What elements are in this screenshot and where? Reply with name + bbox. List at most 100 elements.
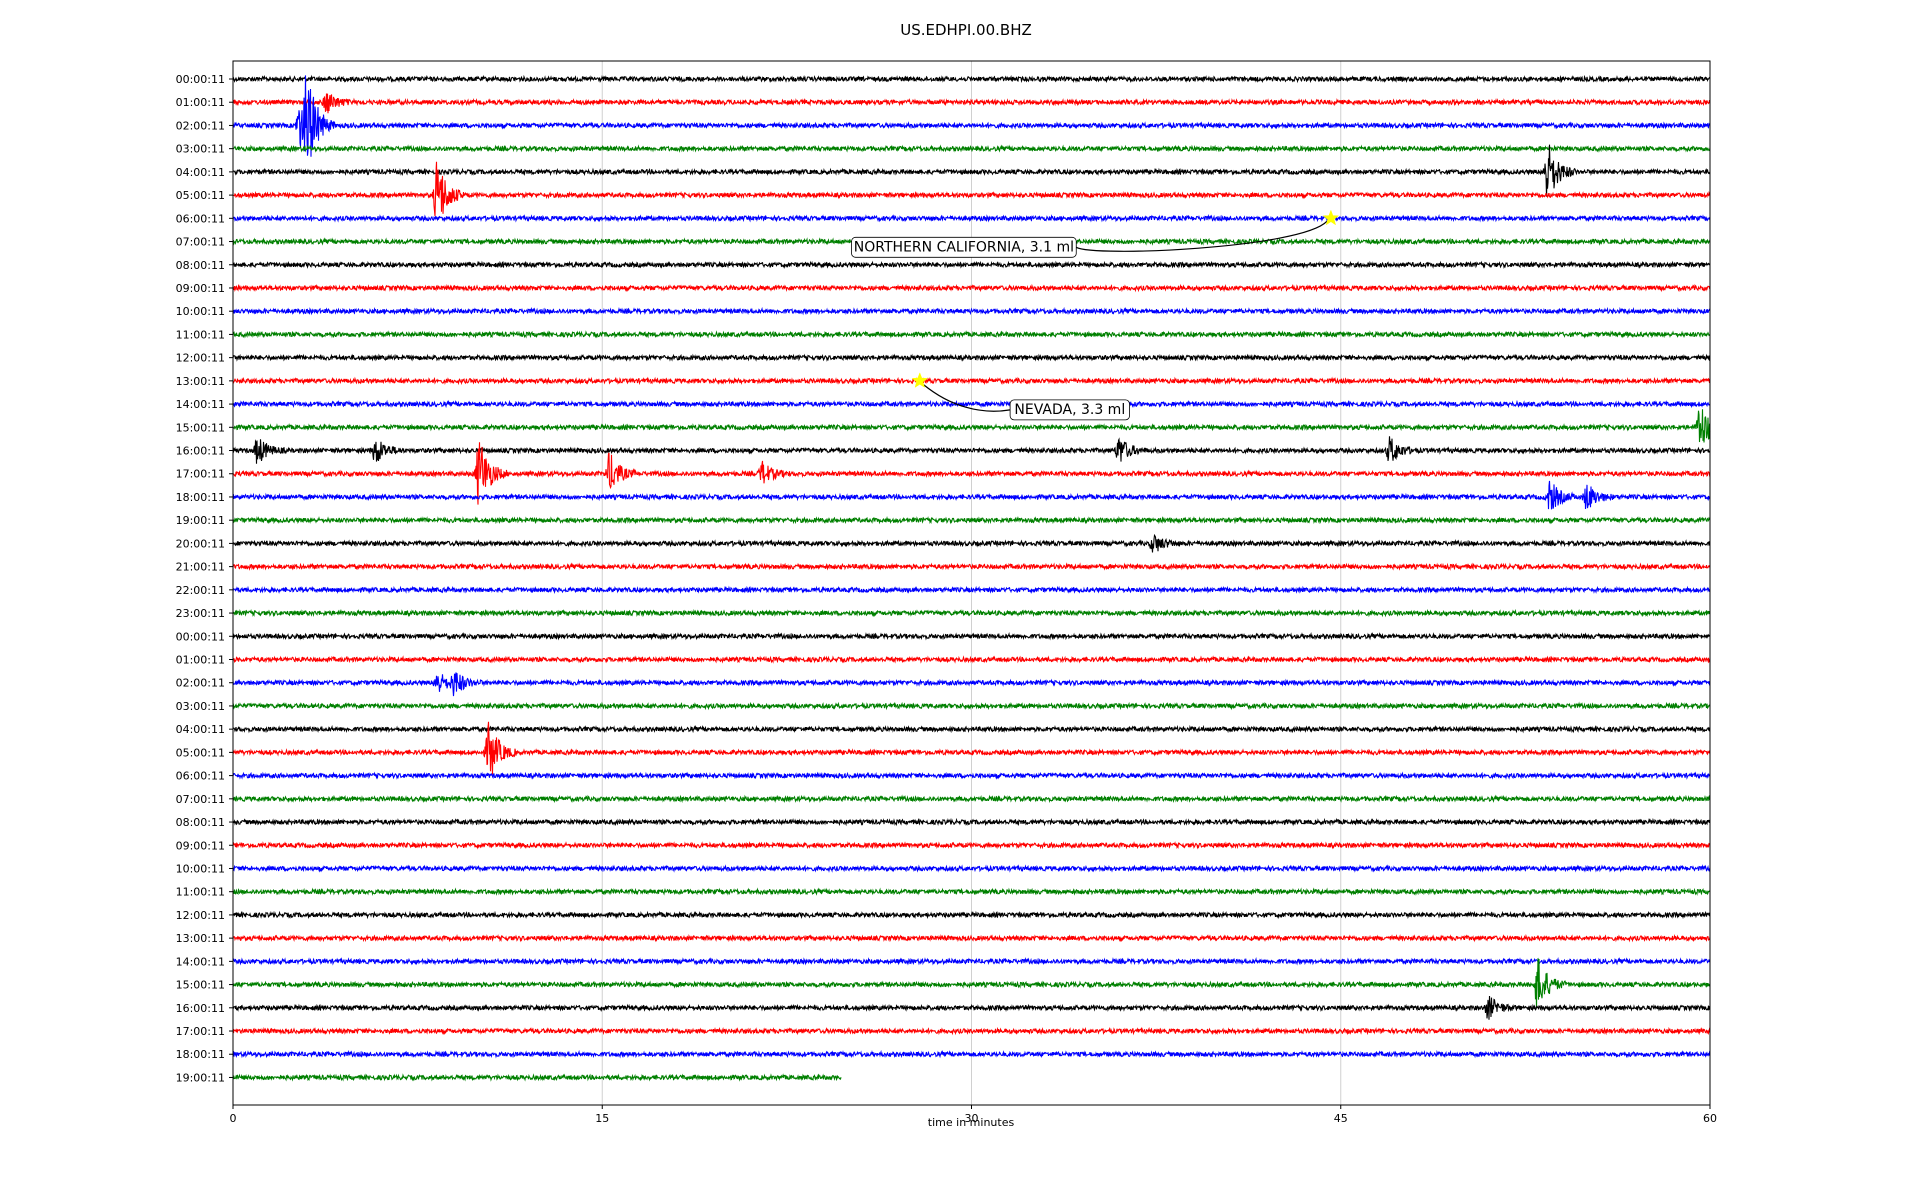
trace-line <box>232 306 1711 316</box>
row-time-label: 03:00:11 <box>176 143 225 156</box>
trace-line <box>232 562 1711 571</box>
trace-rows <box>232 74 1711 1082</box>
row-time-label: 08:00:11 <box>176 259 225 272</box>
trace-line <box>232 995 1711 1020</box>
row-time-label: 23:00:11 <box>176 607 225 620</box>
trace-line <box>232 672 1711 697</box>
trace-line <box>232 260 1711 270</box>
event-star-icon <box>911 372 929 388</box>
row-time-label: 09:00:11 <box>176 839 225 852</box>
row-time-label: 05:00:11 <box>176 189 225 202</box>
row-time-label: 14:00:11 <box>176 955 225 968</box>
annotation-label: NORTHERN CALIFORNIA, 3.1 ml <box>854 239 1074 255</box>
trace-line <box>232 794 1711 804</box>
trace-line <box>232 93 1711 114</box>
trace-line <box>232 910 1711 920</box>
trace-line <box>232 1026 1711 1036</box>
event-annotations: NORTHERN CALIFORNIA, 3.1 ml NEVADA, 3.3 m… <box>851 209 1340 421</box>
trace-line <box>232 213 1711 223</box>
row-time-label: 13:00:11 <box>176 932 225 945</box>
row-time-label: 07:00:11 <box>176 793 225 806</box>
row-time-label: 10:00:11 <box>176 305 225 318</box>
row-time-label: 17:00:11 <box>176 468 225 481</box>
row-time-label: 05:00:11 <box>176 746 225 759</box>
row-time-label: 20:00:11 <box>176 537 225 550</box>
row-time-label: 06:00:11 <box>176 212 225 225</box>
x-tick-label: 60 <box>1703 1112 1717 1125</box>
trace-line <box>232 817 1711 827</box>
event-star-icon <box>1322 209 1340 226</box>
trace-line <box>232 1049 1711 1059</box>
annotation-label: NEVADA, 3.3 ml <box>1014 402 1125 418</box>
trace-line <box>232 864 1711 873</box>
row-time-label: 19:00:11 <box>176 514 225 527</box>
x-tick-label: 15 <box>595 1112 609 1125</box>
row-time-label: 01:00:11 <box>176 96 225 109</box>
trace-line <box>232 1073 842 1082</box>
annotation-connector <box>1075 220 1328 252</box>
trace-line <box>232 841 1711 850</box>
x-tick-label: 0 <box>230 1112 237 1125</box>
row-time-label: 11:00:11 <box>176 328 225 341</box>
trace-line <box>232 74 1711 84</box>
trace-line <box>232 724 1711 734</box>
trace-line <box>232 480 1711 510</box>
trace-line <box>232 771 1711 780</box>
trace-line <box>232 533 1711 553</box>
trace-line <box>232 75 1711 157</box>
row-time-label: 19:00:11 <box>176 1071 225 1084</box>
trace-line <box>232 516 1711 525</box>
trace-line <box>232 887 1711 896</box>
trace-line <box>232 608 1711 618</box>
row-time-label: 00:00:11 <box>176 630 225 643</box>
row-time-label: 12:00:11 <box>176 352 225 365</box>
row-time-label: 11:00:11 <box>176 886 225 899</box>
row-time-label: 15:00:11 <box>176 421 225 434</box>
trace-line <box>232 330 1711 339</box>
row-time-label: 08:00:11 <box>176 816 225 829</box>
row-time-label: 14:00:11 <box>176 398 225 411</box>
row-time-label: 03:00:11 <box>176 700 225 713</box>
row-time-label: 15:00:11 <box>176 979 225 992</box>
trace-line <box>232 409 1711 443</box>
row-time-label: 04:00:11 <box>176 166 225 179</box>
row-time-label: 02:00:11 <box>176 677 225 690</box>
x-tick-label: 30 <box>965 1112 979 1125</box>
trace-line <box>232 144 1711 197</box>
grid-lines <box>601 61 1342 1105</box>
annotation-connector <box>923 384 1011 412</box>
x-tick-label: 45 <box>1334 1112 1348 1125</box>
trace-line <box>232 144 1711 153</box>
row-time-label: 16:00:11 <box>176 1002 225 1015</box>
row-time-label: 00:00:11 <box>176 73 225 86</box>
row-time-labels: 00:00:11 01:00:11 02:00:11 03:00:11 04:00:11… <box>176 73 233 1084</box>
trace-line <box>232 283 1711 293</box>
event-annotation: NORTHERN CALIFORNIA, 3.1 ml <box>851 209 1340 258</box>
trace-line <box>232 585 1711 595</box>
trace-line <box>232 956 1711 966</box>
row-time-label: 12:00:11 <box>176 909 225 922</box>
x-axis-ticks: 0 15 30 45 60 <box>230 1105 1717 1125</box>
row-time-label: 22:00:11 <box>176 584 225 597</box>
trace-line <box>232 376 1711 386</box>
trace-line <box>232 161 1711 217</box>
row-time-label: 16:00:11 <box>176 445 225 458</box>
chart-title: US.EDHPI.00.BHZ <box>900 21 1032 39</box>
row-time-label: 09:00:11 <box>176 282 225 295</box>
row-time-label: 02:00:11 <box>176 119 225 132</box>
row-time-label: 18:00:11 <box>176 491 225 504</box>
trace-line <box>232 721 1711 775</box>
trace-line <box>232 933 1711 943</box>
row-time-label: 21:00:11 <box>176 561 225 574</box>
row-time-label: 17:00:11 <box>176 1025 225 1038</box>
row-time-label: 06:00:11 <box>176 770 225 783</box>
row-time-label: 07:00:11 <box>176 236 225 249</box>
row-time-label: 13:00:11 <box>176 375 225 388</box>
row-time-label: 04:00:11 <box>176 723 225 736</box>
trace-line <box>232 399 1711 409</box>
trace-line <box>232 631 1711 641</box>
trace-line <box>232 958 1711 1009</box>
row-time-label: 18:00:11 <box>176 1048 225 1061</box>
x-axis-label: time in minutes <box>928 1116 1015 1129</box>
